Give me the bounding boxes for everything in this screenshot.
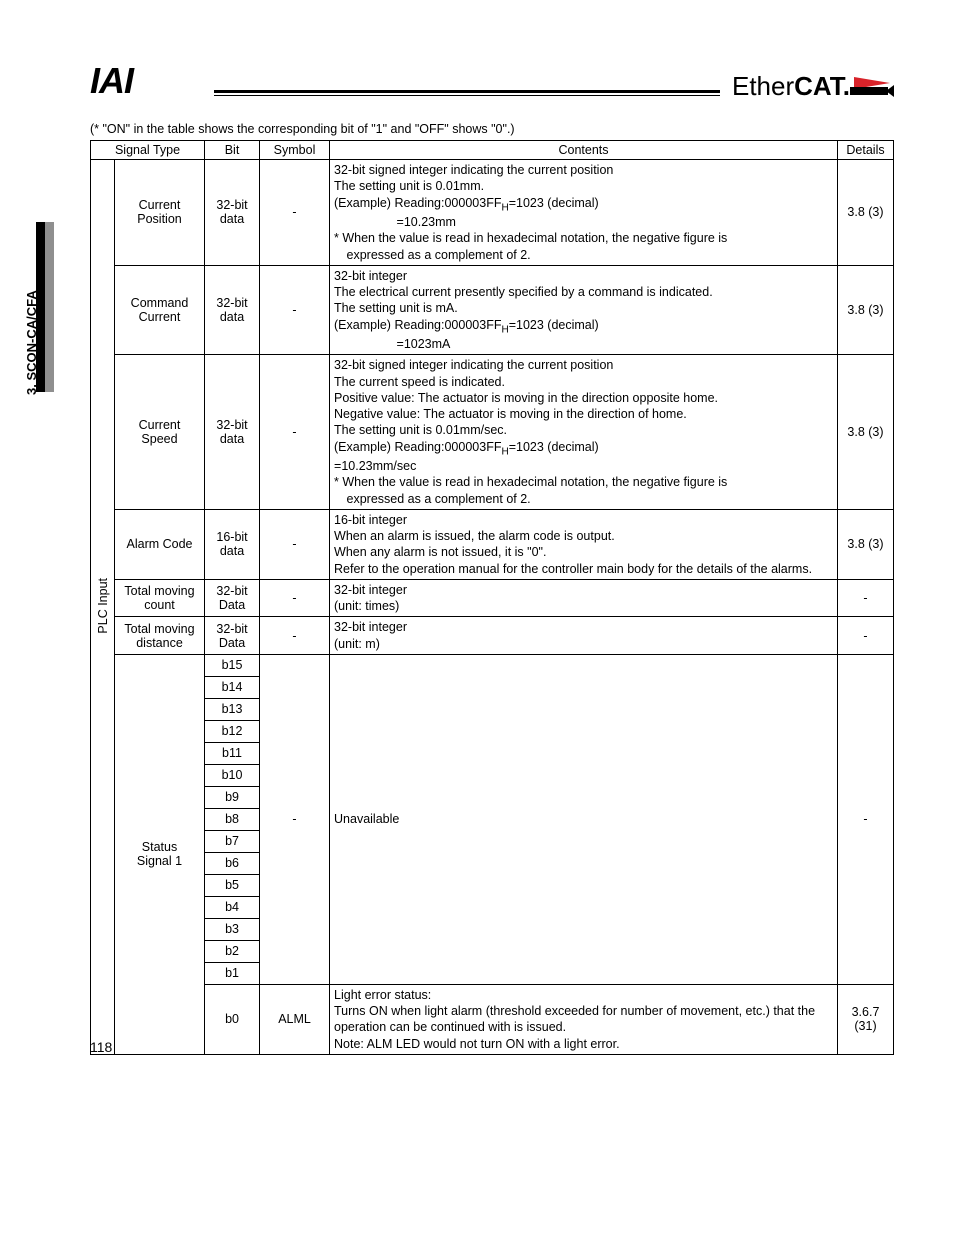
bit-cell: 32-bitData [205,617,260,655]
symbol-cell: - [260,509,330,579]
symbol-cell: - [260,617,330,655]
status-details: - [838,654,894,984]
status-bit: b10 [205,764,260,786]
contents-cell: 32-bit integerThe electrical current pre… [330,265,838,355]
status-bit: b3 [205,918,260,940]
symbol-cell: - [260,265,330,355]
iai-logo: IAI [90,60,210,102]
symbol-cell: - [260,579,330,617]
contents-cell: 32-bit signed integer indicating the cur… [330,355,838,510]
signal-name: CurrentSpeed [115,355,205,510]
contents-cell: 32-bit integer(unit: times) [330,579,838,617]
status-symbol: - [260,654,330,984]
status-bit: b2 [205,940,260,962]
table-note: (* "ON" in the table shows the correspon… [90,122,894,136]
details-cell: 3.8 (3) [838,265,894,355]
symbol-cell: - [260,355,330,510]
bit-cell: 32-bitdata [205,355,260,510]
status-details-b0: 3.6.7 (31) [838,984,894,1054]
status-bit-b0: b0 [205,984,260,1054]
bit-cell: 32-bitdata [205,160,260,266]
th-contents: Contents [330,141,838,160]
signal-name: CommandCurrent [115,265,205,355]
status-bit: b15 [205,654,260,676]
signal-table: Signal Type Bit Symbol Contents Details … [90,140,894,1055]
signal-name: Total movingcount [115,579,205,617]
ethercat-bold: CAT. [794,71,850,101]
signal-name: CurrentPosition [115,160,205,266]
status-contents-b0: Light error status:Turns ON when light a… [330,984,838,1054]
plc-input-cell: PLC Input [91,160,115,1055]
ethercat-arrow-icon [854,77,894,97]
th-bit: Bit [205,141,260,160]
status-bit: b7 [205,830,260,852]
contents-cell: 32-bit signed integer indicating the cur… [330,160,838,266]
details-cell: - [838,579,894,617]
status-signal-label: StatusSignal 1 [115,654,205,1054]
symbol-cell: - [260,160,330,266]
details-cell: 3.8 (3) [838,160,894,266]
status-bit: b1 [205,962,260,984]
header-rule [214,90,720,96]
page-number: 118 [90,1039,112,1055]
status-bit: b12 [205,720,260,742]
status-symbol-b0: ALML [260,984,330,1054]
status-bit: b9 [205,786,260,808]
ethercat-prefix: Ether [732,71,794,101]
status-bit: b14 [205,676,260,698]
status-bit: b5 [205,874,260,896]
status-bit: b8 [205,808,260,830]
status-contents: Unavailable [330,654,838,984]
page-header: IAI EtherCAT. [90,60,894,102]
signal-name: Total movingdistance [115,617,205,655]
bit-cell: 16-bitdata [205,509,260,579]
signal-name: Alarm Code [115,509,205,579]
bit-cell: 32-bitdata [205,265,260,355]
bit-cell: 32-bitData [205,579,260,617]
status-bit: b6 [205,852,260,874]
contents-cell: 32-bit integer(unit: m) [330,617,838,655]
status-bit: b13 [205,698,260,720]
details-cell: 3.8 (3) [838,355,894,510]
status-bit: b11 [205,742,260,764]
ethercat-logo: EtherCAT. [732,71,894,102]
th-signal-type: Signal Type [91,141,205,160]
status-bit: b4 [205,896,260,918]
details-cell: 3.8 (3) [838,509,894,579]
th-symbol: Symbol [260,141,330,160]
contents-cell: 16-bit integerWhen an alarm is issued, t… [330,509,838,579]
details-cell: - [838,617,894,655]
th-details: Details [838,141,894,160]
